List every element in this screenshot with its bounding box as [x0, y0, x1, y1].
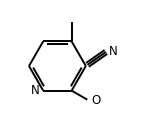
Text: O: O — [91, 95, 100, 107]
Text: N: N — [31, 84, 40, 97]
Text: N: N — [109, 45, 118, 58]
